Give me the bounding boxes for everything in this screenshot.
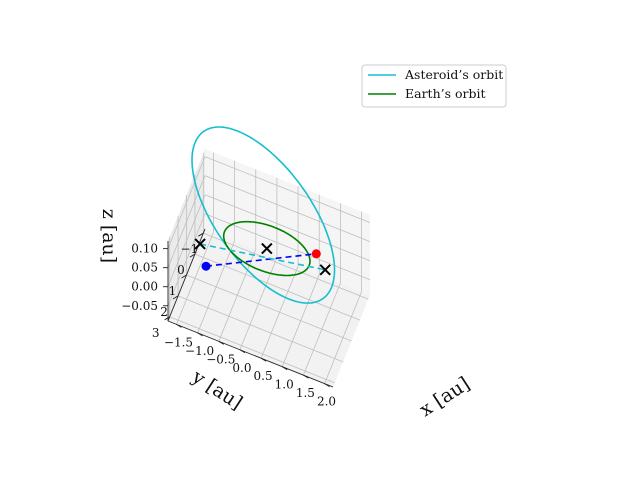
x-tick-label: −1.5 — [164, 335, 193, 349]
z-tick-label: 0.10 — [131, 242, 158, 256]
y-grid-floor — [169, 316, 335, 384]
asteroid-node-marker-stroke-b — [194, 238, 206, 250]
y-tick-mark — [189, 253, 196, 258]
x-tick-mark — [176, 323, 182, 328]
sun-position-marker — [261, 242, 273, 255]
z-tick-label: 0.00 — [131, 280, 158, 294]
z-grid-back — [204, 194, 371, 262]
sun-position-marker-stroke-b — [261, 242, 273, 255]
point-markers — [194, 238, 331, 276]
x-tick-label: 0.5 — [254, 369, 273, 383]
y-tick-mark — [181, 274, 187, 279]
y-tick-label: −1 — [180, 242, 198, 256]
legend-label-earth: Earth’s orbit — [405, 86, 486, 101]
y-grid-floor — [177, 295, 344, 363]
y-grid-floor — [194, 253, 361, 321]
x-tick-label: −0.5 — [206, 352, 235, 366]
y-tick-label: 1 — [169, 284, 177, 298]
legend-frame — [361, 64, 507, 108]
x-tick-mark — [197, 332, 203, 337]
z-grid-left — [167, 213, 206, 306]
y-tick-label: 0 — [177, 263, 185, 277]
z-axis-label: z [au] — [98, 209, 120, 263]
x-tick-mark — [324, 383, 330, 388]
z-grid-back — [204, 175, 371, 243]
earth-opposite-marker-stroke-b — [319, 264, 331, 276]
earth-orbit-line — [222, 220, 311, 277]
x-tick-label: 2.0 — [317, 395, 336, 409]
y-tick-mark — [172, 295, 179, 300]
series-lines — [191, 126, 336, 304]
x-tick-mark — [281, 366, 288, 371]
y-tick-mark — [164, 316, 170, 321]
y-tick-mark — [198, 232, 204, 237]
z-grid-left — [167, 194, 206, 287]
asteroid-node-marker — [194, 238, 206, 250]
z-tick-label: 0.05 — [131, 261, 158, 275]
grid-lines — [167, 152, 371, 384]
y-grid-floor — [203, 232, 369, 300]
back-pane — [205, 149, 370, 295]
x-tick-mark — [218, 340, 225, 345]
z-grid-left — [167, 175, 206, 268]
z-grid-back — [204, 156, 371, 223]
x-tick-label: 1.5 — [296, 386, 315, 400]
z-grid-left — [167, 156, 206, 249]
x-axis-label: x [au] — [416, 373, 474, 421]
x-tick-label: 1.0 — [275, 378, 294, 392]
y-tick-label: 2 — [160, 305, 168, 319]
asteroid-earth-link — [205, 253, 317, 268]
earth-position-marker — [311, 249, 321, 259]
node-projection-line — [199, 243, 326, 271]
x-tick-mark — [303, 374, 309, 379]
asteroid-perihelion-marker — [201, 261, 211, 271]
earth-opposite-marker — [319, 264, 331, 276]
x-tick-label: 0.0 — [232, 361, 251, 375]
y-grid-floor — [186, 274, 352, 342]
z-tick-label: −0.05 — [121, 299, 158, 313]
legend: Asteroid’s orbit Earth’s orbit — [361, 64, 507, 108]
legend-label-asteroid: Asteroid’s orbit — [404, 67, 503, 82]
x-tick-label: −1.0 — [185, 344, 214, 358]
x-tick-mark — [260, 357, 267, 362]
y-tick-label: 3 — [152, 326, 160, 340]
x-tick-mark — [239, 349, 246, 354]
